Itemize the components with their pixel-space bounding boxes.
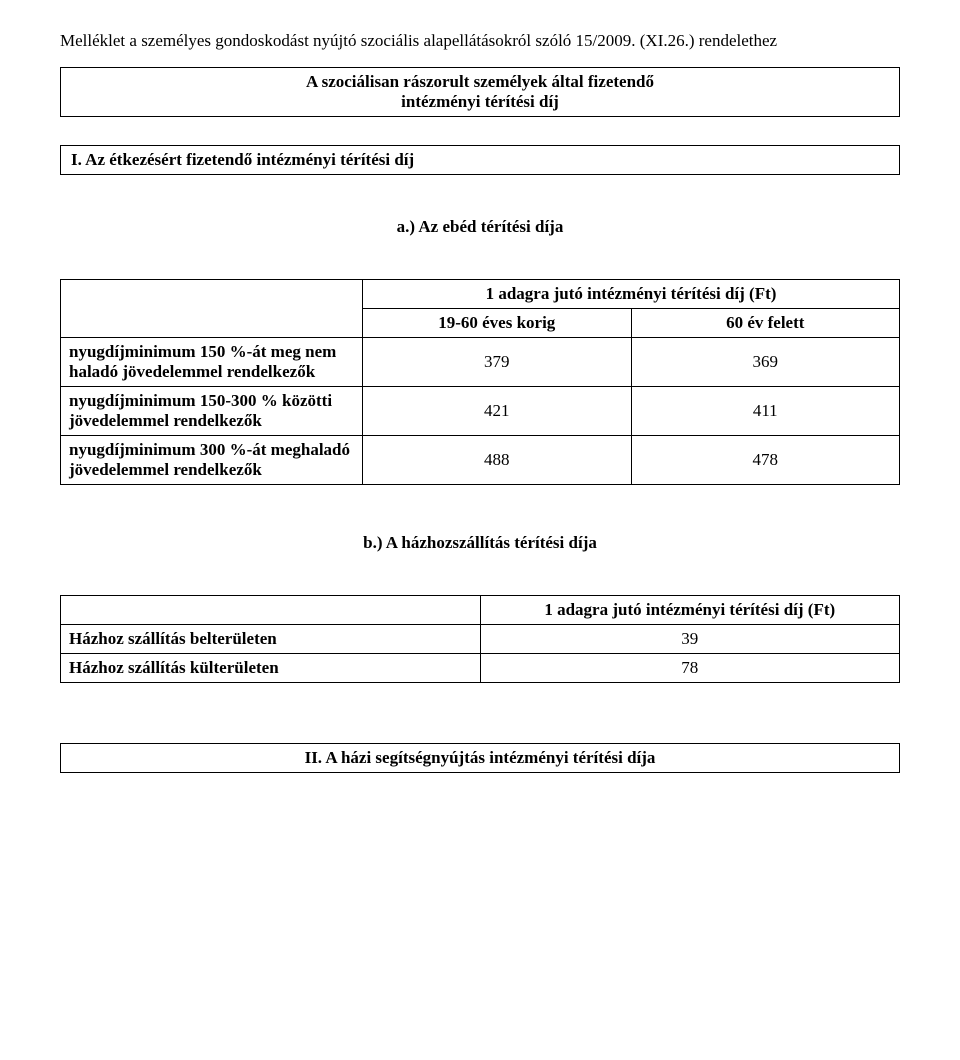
intro-text: Melléklet a személyes gondoskodást nyújt… <box>60 31 777 50</box>
table-a-empty-corner <box>61 279 363 337</box>
table-a-col2-header: 60 év felett <box>631 308 900 337</box>
title-box-line2: intézményi térítési díj <box>71 92 889 112</box>
table-a: 1 adagra jutó intézményi térítési díj (F… <box>60 279 900 485</box>
table-b-row0-val: 39 <box>480 624 900 653</box>
table-row: nyugdíjminimum 300 %-át meghaladó jövede… <box>61 435 900 484</box>
table-row: Házhoz szállítás külterületen 78 <box>61 653 900 682</box>
section-ii-title: II. A házi segítségnyújtás intézményi té… <box>71 748 889 768</box>
table-b-empty-corner <box>61 595 481 624</box>
table-b: 1 adagra jutó intézményi térítési díj (F… <box>60 595 900 683</box>
table-b-row1-label: Házhoz szállítás külterületen <box>61 653 481 682</box>
table-b-header: 1 adagra jutó intézményi térítési díj (F… <box>480 595 900 624</box>
table-b-header-row: 1 adagra jutó intézményi térítési díj (F… <box>61 595 900 624</box>
intro-paragraph: Melléklet a személyes gondoskodást nyújt… <box>60 30 900 53</box>
title-box-line1: A szociálisan rászorult személyek által … <box>71 72 889 92</box>
table-a-row1-v1: 421 <box>363 386 631 435</box>
section-i-title: I. Az étkezésért fizetendő intézményi té… <box>71 150 889 170</box>
table-row: nyugdíjminimum 150 %-át meg nem haladó j… <box>61 337 900 386</box>
table-b-row1-val: 78 <box>480 653 900 682</box>
table-a-header-row-1: 1 adagra jutó intézményi térítési díj (F… <box>61 279 900 308</box>
section-ii-box: II. A házi segítségnyújtás intézményi té… <box>60 743 900 773</box>
table-a-row1-v2: 411 <box>631 386 900 435</box>
table-a-row0-v2: 369 <box>631 337 900 386</box>
title-box: A szociálisan rászorult személyek által … <box>60 67 900 117</box>
subsection-b-title: b.) A házhozszállítás térítési díja <box>60 533 900 553</box>
table-a-row2-v1: 488 <box>363 435 631 484</box>
table-row: nyugdíjminimum 150-300 % közötti jövedel… <box>61 386 900 435</box>
table-a-header-span: 1 adagra jutó intézményi térítési díj (F… <box>363 279 900 308</box>
table-a-row1-label: nyugdíjminimum 150-300 % közötti jövedel… <box>61 386 363 435</box>
table-b-row0-label: Házhoz szállítás belterületen <box>61 624 481 653</box>
section-i-box: I. Az étkezésért fizetendő intézményi té… <box>60 145 900 175</box>
table-row: Házhoz szállítás belterületen 39 <box>61 624 900 653</box>
subsection-a-title: a.) Az ebéd térítési díja <box>60 217 900 237</box>
table-a-row2-label: nyugdíjminimum 300 %-át meghaladó jövede… <box>61 435 363 484</box>
table-a-col1-header: 19-60 éves korig <box>363 308 631 337</box>
table-a-row0-v1: 379 <box>363 337 631 386</box>
table-a-row0-label: nyugdíjminimum 150 %-át meg nem haladó j… <box>61 337 363 386</box>
table-a-row2-v2: 478 <box>631 435 900 484</box>
